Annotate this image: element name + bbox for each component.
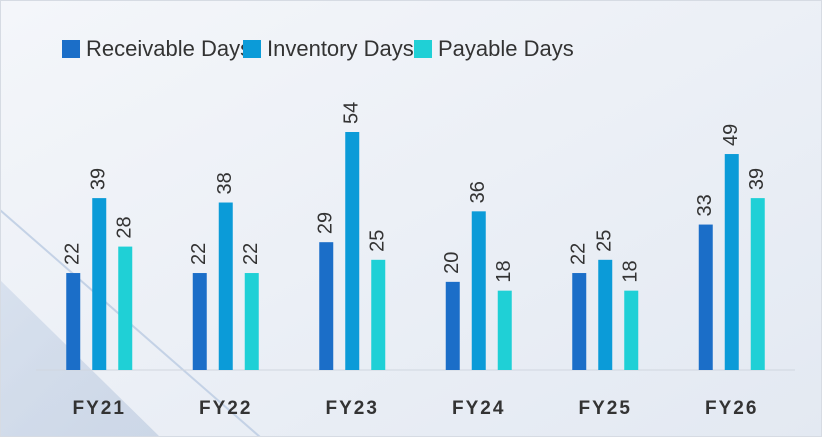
data-label: 18 xyxy=(493,260,515,282)
x-tick-label: FY26 xyxy=(705,398,758,419)
data-label: 18 xyxy=(620,260,642,282)
bar xyxy=(624,290,639,370)
bar xyxy=(192,273,207,370)
data-label: 49 xyxy=(720,124,742,146)
legend-label: Payable Days xyxy=(438,36,574,61)
bar xyxy=(445,281,460,370)
data-label: 22 xyxy=(240,243,262,265)
data-label: 39 xyxy=(746,168,768,190)
bar xyxy=(92,198,107,370)
x-tick-label: FY22 xyxy=(199,398,252,419)
data-label: 22 xyxy=(188,243,210,265)
data-label: 22 xyxy=(568,243,590,265)
bar xyxy=(750,198,765,370)
data-label: 29 xyxy=(315,212,337,234)
bar xyxy=(118,246,133,370)
data-label: 25 xyxy=(367,230,389,252)
legend-swatch xyxy=(62,40,80,58)
bar xyxy=(218,202,233,370)
bar xyxy=(724,154,739,370)
data-label: 39 xyxy=(88,168,110,190)
data-label: 33 xyxy=(694,194,716,216)
x-tick-label: FY23 xyxy=(326,398,379,419)
data-label: 38 xyxy=(214,172,236,194)
bar xyxy=(572,273,587,370)
legend-label: Receivable Days xyxy=(86,36,251,61)
data-label: 22 xyxy=(62,243,84,265)
bar xyxy=(345,132,360,370)
legend-swatch xyxy=(243,40,261,58)
bar xyxy=(598,259,613,370)
legend-swatch xyxy=(414,40,432,58)
data-label: 20 xyxy=(441,252,463,274)
bar xyxy=(698,224,713,370)
data-label: 54 xyxy=(341,102,363,124)
x-tick-label: FY24 xyxy=(452,398,505,419)
x-tick-label: FY21 xyxy=(73,398,126,419)
x-tick-label: FY25 xyxy=(579,398,632,419)
bar xyxy=(371,259,386,370)
data-label: 36 xyxy=(467,181,489,203)
data-label: 28 xyxy=(114,216,136,238)
bar xyxy=(244,273,259,370)
bar xyxy=(319,242,334,370)
bar xyxy=(66,273,81,370)
legend-label: Inventory Days xyxy=(267,36,414,61)
bar xyxy=(471,211,486,370)
bar xyxy=(497,290,512,370)
data-label: 25 xyxy=(594,230,616,252)
